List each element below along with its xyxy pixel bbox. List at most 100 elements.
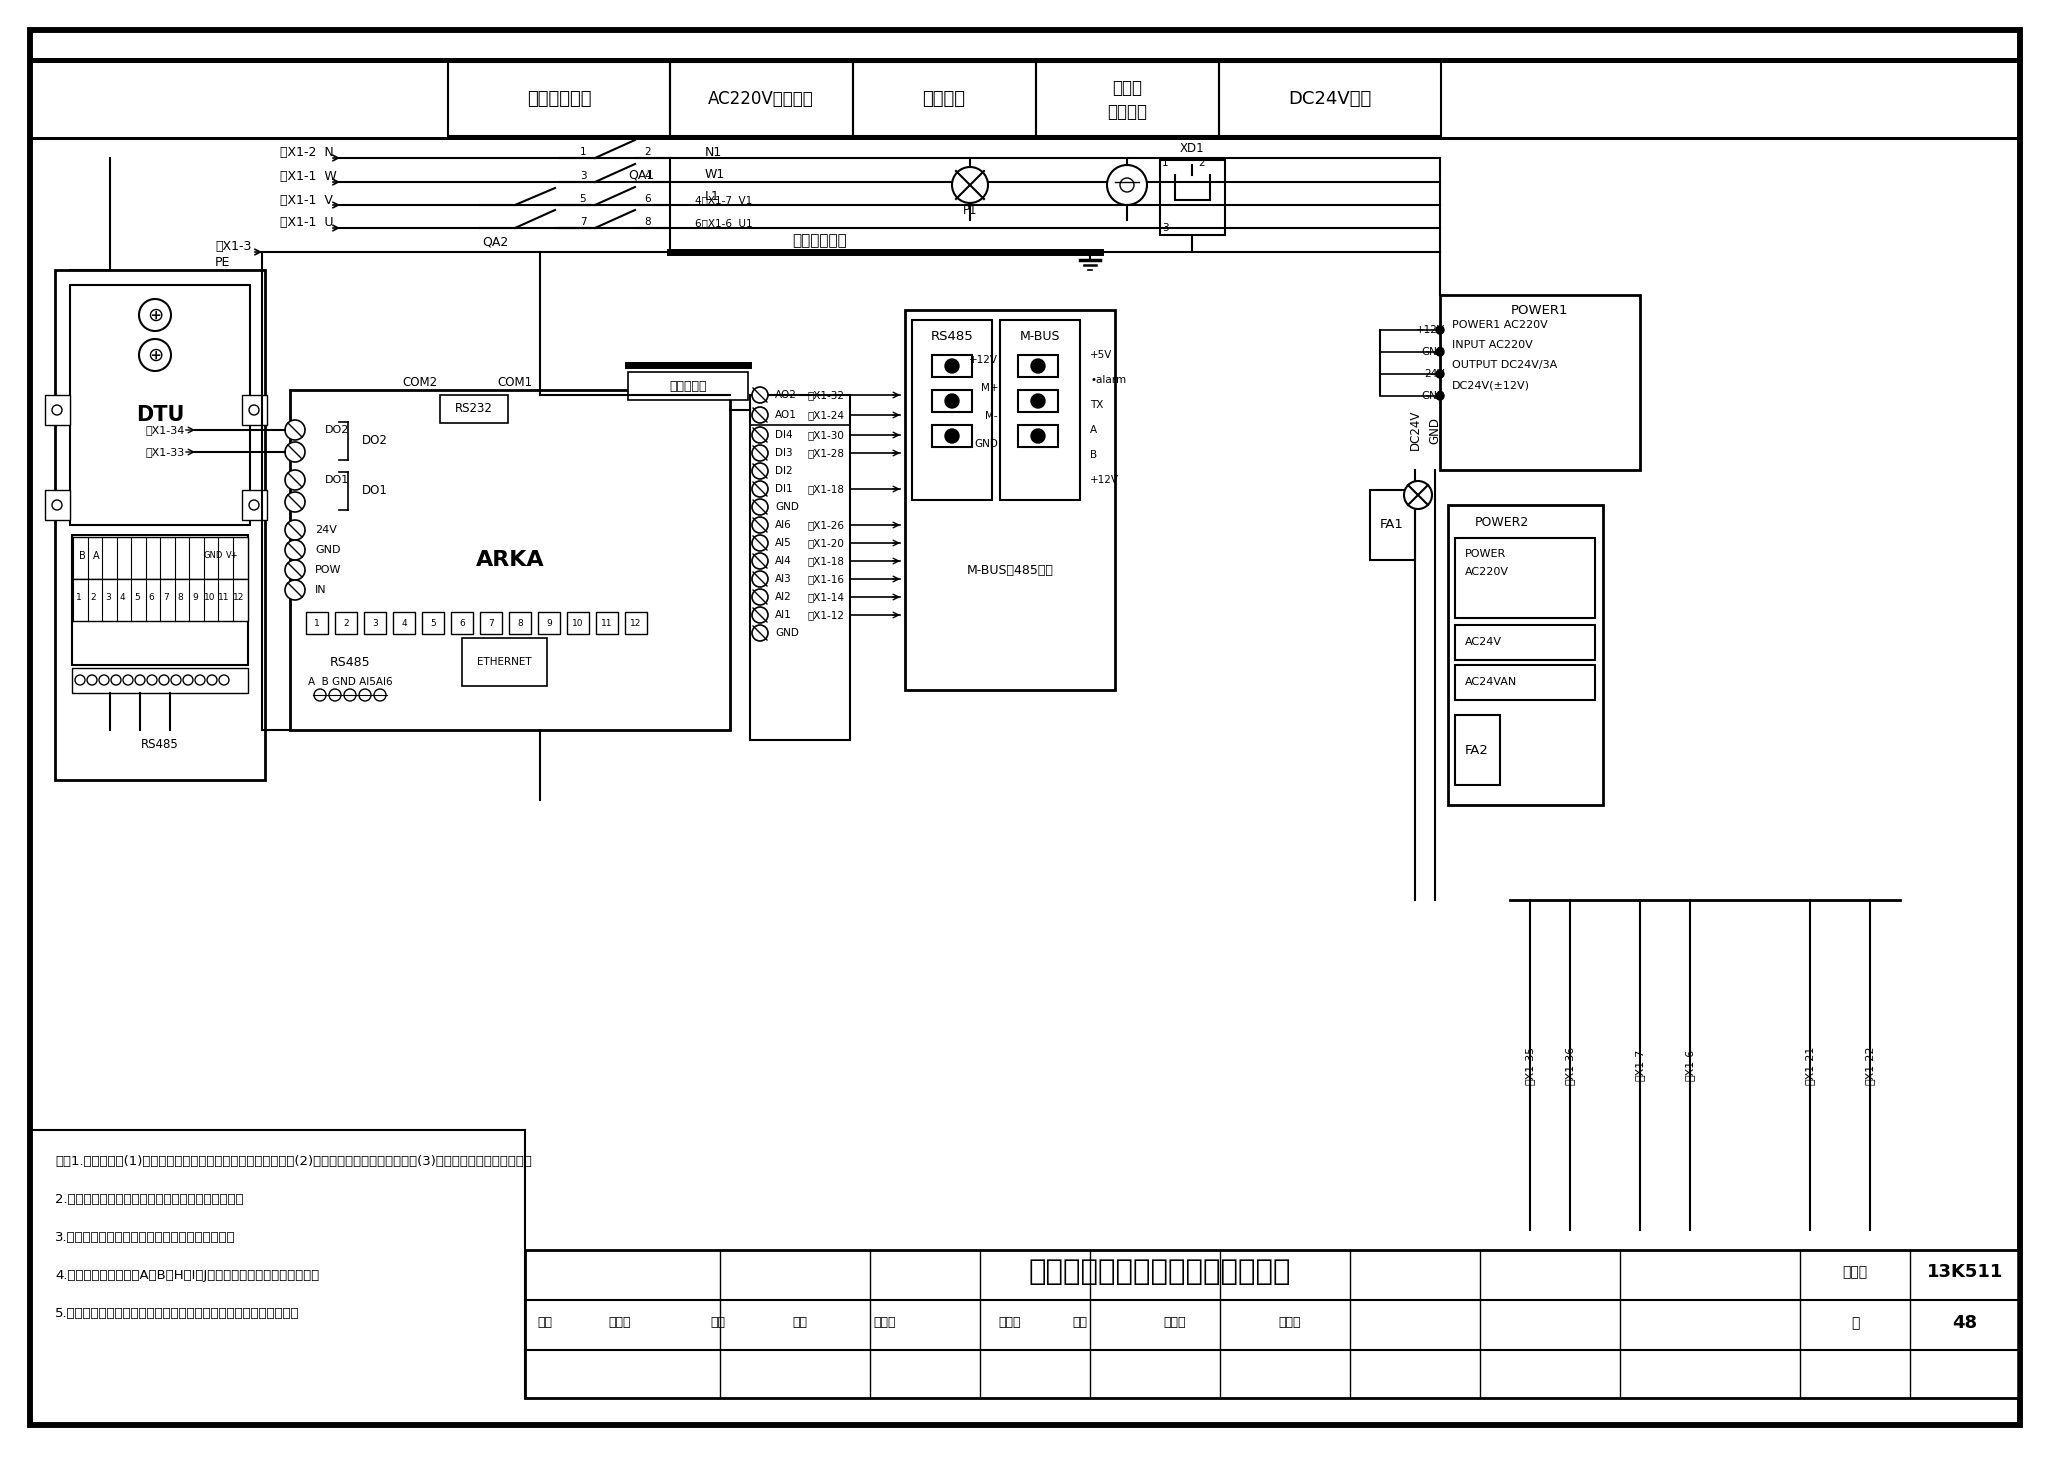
Bar — [1454, 625, 1595, 660]
Bar — [1219, 63, 1442, 136]
Text: POWER: POWER — [1464, 549, 1505, 559]
Text: DO1: DO1 — [326, 475, 350, 485]
Bar — [1440, 294, 1640, 471]
Circle shape — [160, 675, 170, 685]
Text: 1: 1 — [580, 147, 586, 157]
Circle shape — [1436, 370, 1444, 377]
Bar — [1370, 490, 1415, 559]
Bar — [463, 638, 547, 686]
Text: DI4: DI4 — [774, 430, 793, 440]
Text: 4: 4 — [645, 170, 651, 181]
Circle shape — [952, 168, 987, 203]
Text: A: A — [1090, 425, 1098, 436]
Text: M-: M- — [985, 411, 997, 421]
Circle shape — [170, 675, 180, 685]
Text: 液晶显示屏: 液晶显示屏 — [670, 379, 707, 392]
Circle shape — [1120, 178, 1135, 192]
Text: DI1: DI1 — [774, 484, 793, 494]
Text: 至X1-22: 至X1-22 — [1866, 1045, 1876, 1085]
Text: 至X1-28: 至X1-28 — [809, 447, 846, 457]
Text: 6: 6 — [459, 619, 465, 628]
Circle shape — [139, 299, 170, 331]
Text: 4.三相多级混水泵系统A、B、H、I、J型控制柜电路图见本页电路图。: 4.三相多级混水泵系统A、B、H、I、J型控制柜电路图见本页电路图。 — [55, 1269, 319, 1282]
Circle shape — [285, 441, 305, 462]
Text: 至X1-32: 至X1-32 — [809, 390, 846, 401]
Bar — [911, 321, 991, 500]
Text: AI6: AI6 — [774, 520, 793, 530]
Circle shape — [250, 500, 258, 510]
Text: AC220V输入空开: AC220V输入空开 — [709, 90, 813, 108]
Circle shape — [98, 675, 109, 685]
Text: M-BUS: M-BUS — [1020, 331, 1061, 344]
Text: 5: 5 — [580, 194, 586, 204]
Text: 3: 3 — [1161, 223, 1169, 233]
Circle shape — [285, 420, 305, 440]
Text: 7: 7 — [164, 593, 168, 603]
Text: 至X1-12: 至X1-12 — [809, 610, 846, 621]
Circle shape — [1436, 326, 1444, 334]
Text: RS232: RS232 — [455, 402, 494, 415]
Text: 2.可输出控制水泵转速，控制器输出控制水泵启停。: 2.可输出控制水泵转速，控制器输出控制水泵启停。 — [55, 1193, 244, 1206]
Text: COM1: COM1 — [498, 376, 532, 389]
Text: 至X1-3: 至X1-3 — [215, 240, 252, 254]
Bar — [393, 612, 416, 634]
Circle shape — [1405, 481, 1432, 508]
Text: 电源指示: 电源指示 — [922, 90, 965, 108]
Text: DC24V(±12V): DC24V(±12V) — [1452, 380, 1530, 390]
Text: B: B — [1090, 450, 1098, 460]
Circle shape — [752, 444, 768, 460]
Circle shape — [207, 675, 217, 685]
Text: 至X1-2  N: 至X1-2 N — [281, 147, 334, 159]
Circle shape — [752, 498, 768, 514]
Text: 郑彬: 郑彬 — [711, 1317, 725, 1329]
Circle shape — [219, 675, 229, 685]
Text: DC24V: DC24V — [1409, 409, 1421, 450]
Text: 12: 12 — [233, 593, 244, 603]
Text: ⊕: ⊕ — [147, 345, 164, 364]
Text: 图集号: 图集号 — [1843, 1265, 1868, 1279]
Text: 至X1-24: 至X1-24 — [809, 409, 846, 420]
Text: GND: GND — [1421, 390, 1446, 401]
Circle shape — [944, 428, 958, 443]
Text: 6: 6 — [150, 593, 154, 603]
Text: 三相多级混水泵系统控制柜电路图: 三相多级混水泵系统控制柜电路图 — [1028, 1257, 1290, 1287]
Text: AO1: AO1 — [774, 409, 797, 420]
Text: 24V: 24V — [315, 525, 336, 535]
Text: 至X1-21: 至X1-21 — [1804, 1045, 1815, 1084]
Text: 13K511: 13K511 — [1927, 1263, 2003, 1281]
Text: GND: GND — [1430, 417, 1442, 443]
Text: AC24V: AC24V — [1464, 637, 1501, 647]
Circle shape — [944, 358, 958, 373]
Circle shape — [285, 520, 305, 541]
Text: POWER2: POWER2 — [1475, 516, 1530, 529]
Text: QA1: QA1 — [629, 169, 653, 182]
Bar — [750, 395, 850, 740]
Text: DO1: DO1 — [362, 485, 387, 497]
Text: •alarm: •alarm — [1090, 374, 1126, 385]
Bar — [479, 612, 502, 634]
Text: 校对: 校对 — [793, 1317, 807, 1329]
Text: GND: GND — [774, 628, 799, 638]
Text: M+: M+ — [981, 383, 997, 393]
Text: 1: 1 — [313, 619, 319, 628]
Circle shape — [285, 580, 305, 600]
Text: 至X1-7: 至X1-7 — [1634, 1049, 1645, 1081]
Text: AO2: AO2 — [774, 390, 797, 401]
Bar — [539, 612, 559, 634]
Text: 12: 12 — [631, 619, 641, 628]
Text: AI3: AI3 — [774, 574, 793, 584]
Text: 至X1-14: 至X1-14 — [809, 592, 846, 602]
Circle shape — [752, 463, 768, 479]
Circle shape — [1436, 392, 1444, 401]
Text: 三孔插座: 三孔插座 — [1108, 103, 1147, 121]
Text: COM2: COM2 — [403, 376, 438, 389]
Text: 3.可采集多个模拟量（如温度、压力），并存储。: 3.可采集多个模拟量（如温度、压力），并存储。 — [55, 1231, 236, 1244]
Text: 10: 10 — [571, 619, 584, 628]
Text: DO2: DO2 — [326, 425, 350, 436]
Circle shape — [86, 675, 96, 685]
Text: TX: TX — [1090, 401, 1104, 409]
Text: 至X1-20: 至X1-20 — [809, 538, 846, 548]
Bar — [422, 612, 444, 634]
Bar — [932, 425, 973, 447]
Text: 2: 2 — [645, 147, 651, 157]
